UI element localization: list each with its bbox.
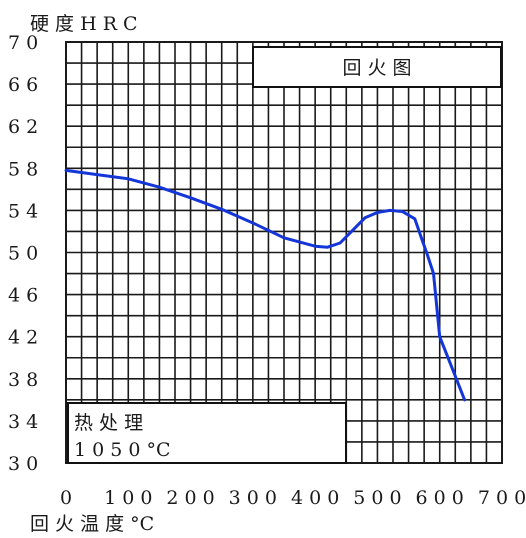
data-point (282, 236, 286, 239)
data-point (388, 209, 392, 212)
data-point (463, 398, 466, 402)
y-tick-label: 3 0 (8, 453, 38, 475)
data-point (450, 367, 454, 370)
x-tick-label: 1 0 0 (104, 487, 152, 509)
heat-treatment-label: 热 处 理 (74, 412, 143, 434)
y-tick-label: 6 2 (8, 116, 38, 138)
chart-title: 回 火 图 (342, 57, 411, 79)
data-point (64, 169, 68, 172)
data-point (351, 229, 354, 232)
data-point (363, 216, 367, 219)
chart-grid (65, 41, 503, 464)
y-tick-label: 5 4 (8, 200, 38, 222)
data-point (251, 221, 255, 225)
x-tick-label: 7 0 0 (478, 487, 526, 509)
data-point (95, 173, 99, 176)
data-point (432, 272, 435, 275)
x-tick-label: 0 (60, 487, 72, 509)
y-tick-label: 4 6 (8, 285, 38, 307)
heat-treatment-value: 1 0 5 0 °C (74, 439, 171, 461)
y-tick-label: 4 2 (8, 327, 38, 349)
x-tick-label: 6 0 0 (416, 487, 464, 509)
y-tick-label: 3 4 (8, 411, 38, 433)
x-tick-label: 5 0 0 (353, 487, 401, 509)
data-point (438, 335, 441, 338)
x-axis-label: 回 火 温 度 °C (30, 513, 154, 535)
data-point (189, 196, 192, 199)
data-point (426, 253, 429, 256)
data-point (419, 235, 423, 238)
y-tick-label: 7 0 (8, 32, 38, 54)
data-point (401, 210, 404, 213)
y-axis-label: 硬 度 H R C (30, 13, 138, 35)
curve-points (64, 169, 466, 402)
data-point (220, 208, 223, 211)
y-axis-ticks: 7 0 6 6 6 2 5 8 5 4 5 0 4 6 4 2 3 8 3 4 3 0 (8, 32, 38, 475)
y-tick-label: 5 0 (8, 243, 38, 265)
y-tick-label: 5 8 (8, 158, 38, 180)
chart-title-box: 回 火 图 (252, 46, 502, 88)
x-tick-label: 2 0 0 (166, 487, 214, 509)
data-point (326, 246, 329, 249)
data-point (338, 241, 342, 245)
y-tick-label: 6 6 (8, 74, 38, 96)
hardness-curve (64, 168, 467, 402)
data-point (376, 211, 379, 214)
data-point (413, 217, 416, 221)
x-tick-label: 4 0 0 (291, 487, 339, 509)
y-tick-label: 3 8 (8, 369, 38, 391)
x-axis-ticks: 0 1 0 0 2 0 0 3 0 0 4 0 0 5 0 0 6 0 0 7 0 0 (60, 487, 526, 509)
data-point (313, 244, 317, 248)
data-point (158, 186, 161, 189)
x-tick-label: 3 0 0 (229, 487, 277, 509)
data-point (127, 177, 130, 181)
heat-treatment-box: 热 处 理 1 0 5 0 °C (67, 402, 347, 464)
